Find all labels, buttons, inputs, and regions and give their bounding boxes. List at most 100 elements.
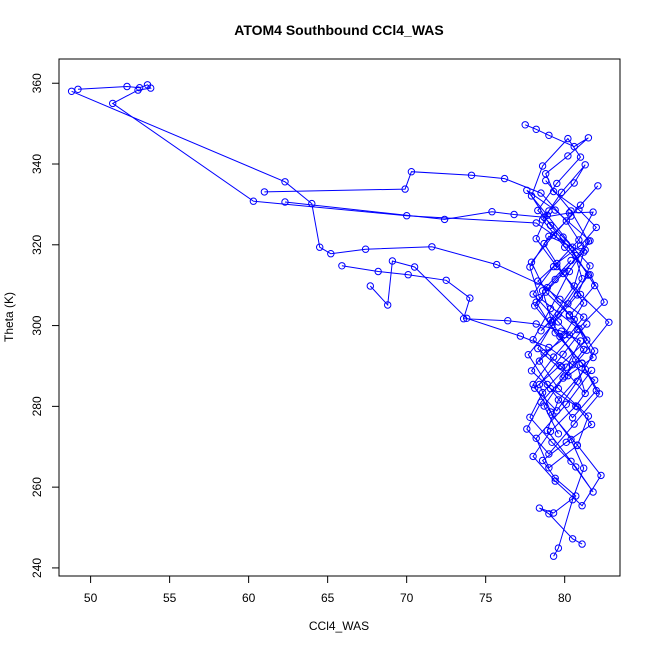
y-axis: 240 260 280 300 320 340 360 — [30, 73, 60, 578]
data-point — [557, 188, 566, 197]
data-point — [531, 384, 539, 392]
data-point — [568, 243, 577, 251]
plot-frame — [58, 58, 621, 577]
data-point — [535, 504, 544, 512]
y-tick-label: 340 — [30, 154, 44, 174]
data-point — [249, 197, 258, 205]
data-point — [584, 237, 593, 245]
x-tick-label: 80 — [558, 591, 572, 605]
chart-title: ATOM4 Southbound CCl4_WAS — [234, 22, 443, 38]
data-point — [562, 363, 570, 371]
data-point — [532, 125, 540, 134]
x-tick-label: 50 — [84, 591, 98, 605]
data-point — [597, 471, 605, 480]
data-point — [67, 87, 76, 96]
data-point — [540, 349, 548, 357]
data-point — [374, 267, 382, 276]
data-point — [578, 275, 586, 283]
data-point — [578, 359, 586, 367]
data-point — [559, 350, 567, 358]
data-point — [559, 269, 567, 278]
data-point — [316, 243, 324, 251]
data-point — [595, 390, 604, 398]
data-point — [527, 258, 536, 266]
data-point — [570, 420, 578, 428]
data-point — [549, 231, 558, 239]
data-point — [281, 178, 289, 186]
data-point — [562, 217, 570, 225]
data-point — [557, 327, 566, 335]
data-point — [147, 84, 155, 92]
data-point — [554, 396, 563, 404]
data-point — [553, 179, 561, 188]
data-point — [546, 408, 555, 416]
data-point — [581, 389, 589, 398]
data-point — [493, 260, 501, 269]
data-point — [532, 320, 540, 328]
data-point — [366, 282, 374, 290]
data-point — [591, 347, 599, 355]
x-tick-label: 75 — [479, 591, 493, 605]
y-tick-label: 320 — [30, 234, 44, 254]
data-point — [410, 263, 419, 271]
data-point — [587, 420, 596, 429]
data-point — [586, 271, 594, 279]
data-point — [308, 199, 316, 208]
data-point — [565, 312, 574, 320]
data-point — [361, 245, 370, 253]
data-point — [537, 327, 545, 335]
data-point — [463, 314, 471, 322]
data-point — [578, 540, 586, 548]
data-point — [549, 187, 558, 196]
x-tick-label: 65 — [321, 591, 335, 605]
data-point — [538, 162, 547, 170]
x-tick-label: 70 — [400, 591, 414, 605]
data-point — [529, 452, 537, 461]
data-point — [554, 544, 563, 552]
data-point — [605, 318, 613, 326]
data-point — [545, 464, 553, 472]
data-point — [281, 198, 289, 206]
y-tick-label: 360 — [30, 73, 44, 93]
data-point — [504, 317, 512, 325]
data-point — [576, 153, 585, 161]
y-axis-label: Theta (K) — [2, 292, 16, 342]
data-point — [591, 281, 599, 290]
data-point — [581, 365, 589, 373]
data-point — [580, 464, 588, 472]
data-point — [568, 361, 577, 369]
data-point — [567, 207, 575, 215]
data-point — [573, 403, 581, 411]
data-point — [581, 161, 589, 169]
data-point — [549, 353, 558, 361]
data-point — [591, 376, 599, 384]
data-point — [549, 509, 558, 517]
data-point — [523, 425, 531, 433]
data-point — [568, 496, 577, 504]
data-point — [556, 295, 564, 303]
data-point — [548, 438, 556, 446]
data-point — [576, 201, 585, 209]
data-point — [109, 99, 117, 108]
data-point — [440, 215, 449, 224]
data-point — [587, 366, 596, 375]
data-point — [537, 189, 545, 197]
data-point — [524, 351, 532, 359]
data-point — [538, 388, 547, 397]
data-point — [407, 168, 416, 176]
data-point — [428, 243, 436, 251]
data-point — [404, 271, 412, 279]
data-point — [521, 121, 529, 129]
data-point — [592, 223, 600, 232]
data-point — [559, 374, 567, 382]
data-point — [529, 290, 537, 298]
data-point — [600, 298, 608, 306]
x-axis-label: CCl4_WAS — [309, 619, 369, 633]
data-point — [510, 210, 518, 219]
data-point — [527, 192, 536, 200]
data-point — [532, 434, 540, 442]
data-point — [542, 288, 550, 296]
data-point — [576, 290, 585, 299]
data-point — [526, 263, 534, 271]
x-tick-label: 55 — [163, 591, 177, 605]
